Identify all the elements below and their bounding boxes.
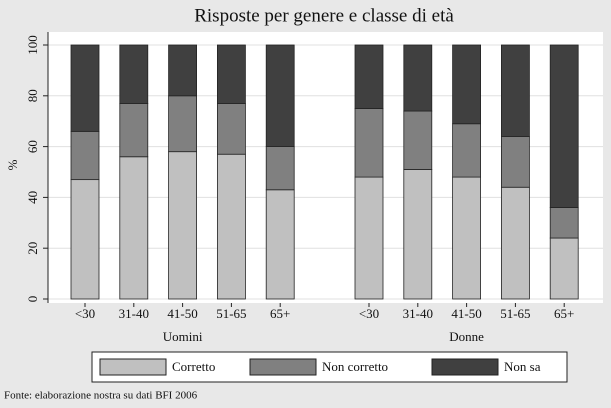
bar-segment	[216, 153, 246, 300]
bar-segment	[549, 237, 579, 300]
group-label: Uomini	[163, 329, 203, 344]
legend-label: Non sa	[504, 359, 541, 374]
x-tick-label: 41-50	[451, 306, 481, 321]
x-tick-label: 31-40	[403, 306, 433, 321]
group-label: Donne	[449, 329, 484, 344]
bar-segment	[500, 186, 530, 300]
bar-segment	[70, 44, 100, 132]
bar-segment	[403, 44, 433, 112]
legend-label: Corretto	[172, 359, 215, 374]
legend-swatch	[249, 358, 317, 376]
bar-segment	[168, 151, 198, 300]
bar-segment	[265, 146, 295, 191]
bar-segment	[354, 108, 384, 178]
bar-segment	[354, 44, 384, 109]
legend-label: Non corretto	[322, 359, 388, 374]
bar-segment	[452, 123, 482, 178]
y-tick-label: 0	[25, 296, 40, 303]
y-tick-label: 60	[25, 140, 40, 153]
x-tick-label: 51-65	[500, 306, 530, 321]
x-tick-label: 51-65	[216, 306, 246, 321]
bar-segment	[452, 44, 482, 125]
x-tick-label: 65+	[554, 306, 574, 321]
bar-segment	[70, 179, 100, 300]
bar-segment	[119, 156, 149, 300]
bar-segment	[452, 176, 482, 300]
bar-segment	[354, 176, 384, 300]
bar-segment	[549, 207, 579, 239]
legend-swatch	[431, 358, 499, 376]
legend-swatch	[99, 358, 167, 376]
bar-segment	[70, 130, 100, 181]
bar-segment	[500, 136, 530, 188]
y-axis-label: %	[5, 159, 20, 170]
bar-segment	[549, 44, 579, 208]
x-tick-label: 65+	[270, 306, 290, 321]
x-tick-label: 31-40	[119, 306, 149, 321]
bar-segment	[168, 95, 198, 153]
bar-segment	[216, 103, 246, 155]
bar-segment	[216, 44, 246, 104]
bar-segment	[265, 44, 295, 147]
y-tick-label: 80	[25, 89, 40, 102]
source-note: Fonte: elaborazione nostra su dati BFI 2…	[4, 390, 198, 402]
bar-segment	[119, 103, 149, 158]
bar-segment	[403, 169, 433, 300]
bar-segment	[500, 44, 530, 137]
y-tick-label: 100	[25, 35, 40, 55]
y-tick-label: 40	[25, 191, 40, 204]
x-tick-label: 41-50	[167, 306, 197, 321]
bar-segment	[168, 44, 198, 97]
bar-segment	[119, 44, 149, 104]
bar-segment	[403, 110, 433, 170]
x-tick-label: <30	[75, 306, 95, 321]
y-tick-label: 20	[25, 242, 40, 255]
chart-title: Risposte per genere e classe di età	[194, 5, 454, 26]
bar-segment	[265, 189, 295, 300]
x-tick-label: <30	[359, 306, 379, 321]
